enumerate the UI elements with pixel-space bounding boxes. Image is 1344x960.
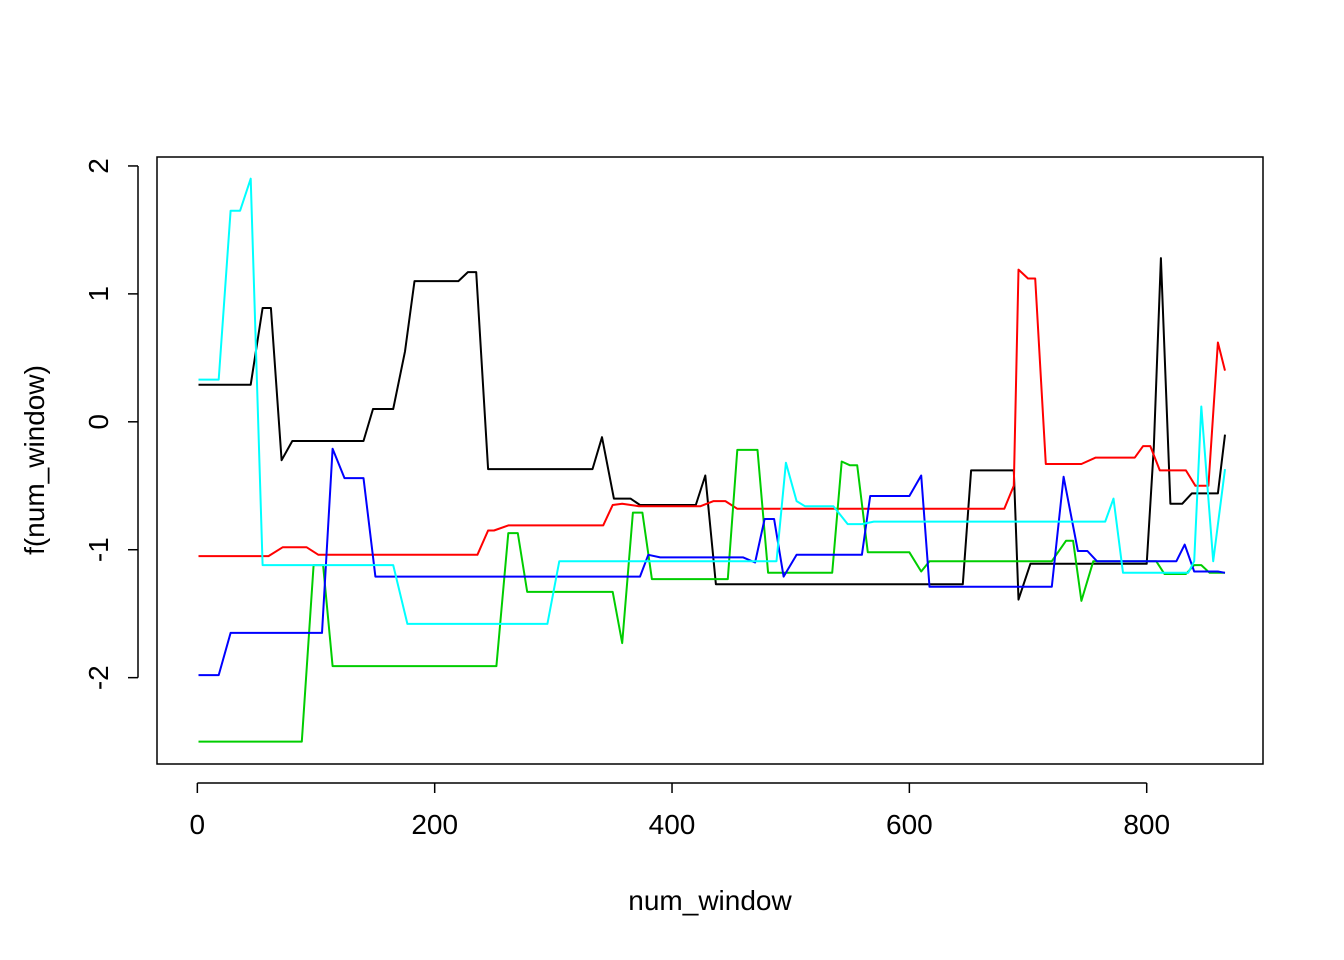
plot-frame	[156, 156, 1264, 765]
y-tick-label: 2	[83, 158, 114, 174]
x-axis: 0 200 400 600 800	[190, 782, 1170, 840]
y-tick-label: -1	[83, 537, 114, 562]
x-tick-label: 400	[649, 809, 696, 840]
x-tick-label: 800	[1123, 809, 1170, 840]
y-tick-label: -2	[83, 665, 114, 690]
series-line-3	[198, 448, 1225, 743]
y-axis-label: f(num_window)	[19, 365, 50, 555]
series-layer	[198, 177, 1226, 743]
y-axis: -2 -1 0 1 2	[83, 158, 139, 690]
y-tick-label: 0	[83, 414, 114, 430]
y-tick-label: 1	[83, 286, 114, 302]
series-line-5	[198, 177, 1226, 625]
x-tick-label: 0	[190, 809, 206, 840]
x-tick-label: 600	[886, 809, 933, 840]
x-axis-label: num_window	[628, 885, 792, 916]
series-line-1	[198, 257, 1226, 601]
x-tick-label: 200	[411, 809, 458, 840]
series-line-2	[198, 268, 1226, 558]
series-line-4	[198, 447, 1226, 677]
